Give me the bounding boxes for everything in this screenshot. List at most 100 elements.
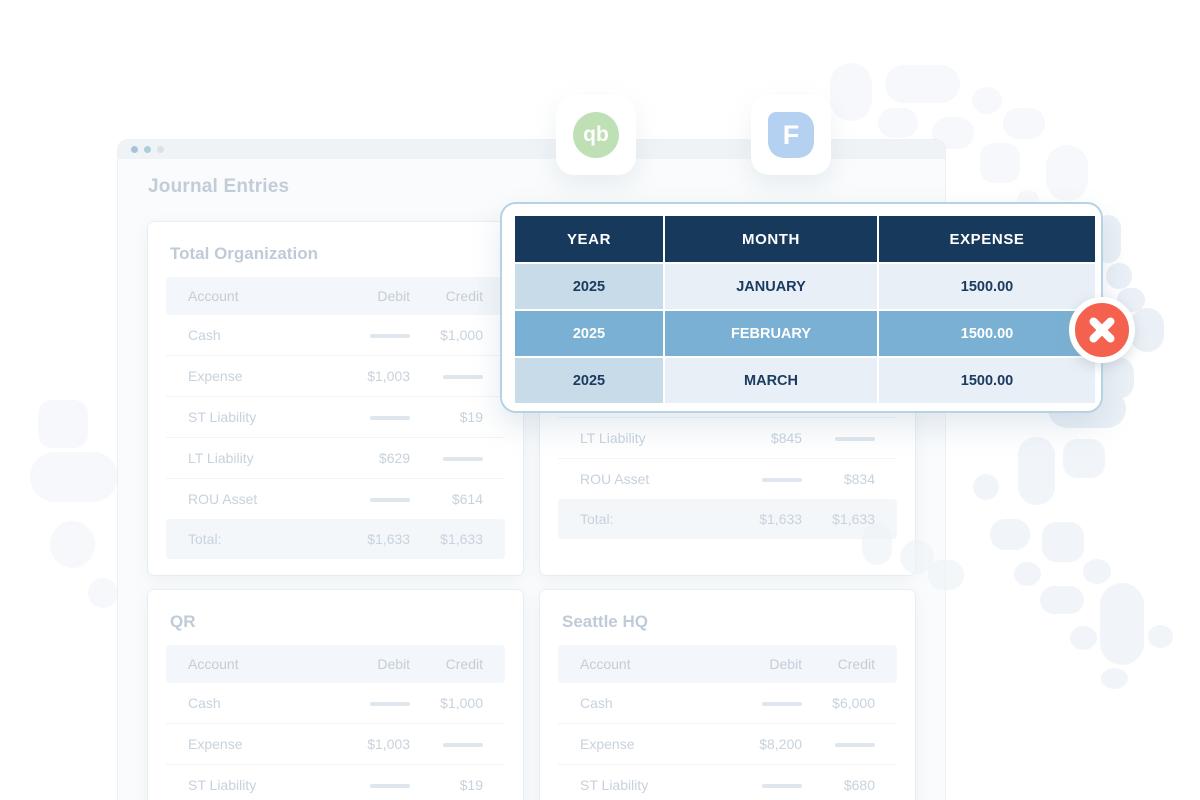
table-row: Expense $1,003 bbox=[166, 723, 505, 764]
decorative-blob bbox=[1018, 437, 1055, 505]
decorative-blob bbox=[1070, 626, 1097, 650]
credit-cell: $19 bbox=[459, 777, 483, 793]
account-cell: ST Liability bbox=[188, 777, 257, 793]
debit-cell bbox=[319, 409, 411, 425]
floqast-app-tile[interactable]: F bbox=[751, 95, 831, 175]
empty-value-dash bbox=[835, 437, 875, 442]
month-cell: FEBRUARY bbox=[665, 311, 877, 356]
debit-cell bbox=[711, 777, 803, 793]
decorative-blob bbox=[38, 400, 88, 448]
column-header-credit: Credit bbox=[445, 656, 483, 672]
account-cell: ST Liability bbox=[580, 777, 649, 793]
debit-cell bbox=[319, 327, 411, 343]
decorative-blob bbox=[1148, 625, 1173, 648]
empty-value-dash bbox=[370, 784, 411, 789]
journal-table: Account Debit Credit Cash $6,000 Expense… bbox=[558, 645, 897, 800]
window-control-dot[interactable] bbox=[157, 146, 164, 153]
total-credit: $1,633 bbox=[440, 531, 483, 547]
table-row: ROU Asset $614 bbox=[166, 478, 505, 519]
overlay-row: 2025 JANUARY 1500.00 bbox=[515, 264, 1095, 309]
column-header-credit: Credit bbox=[837, 656, 875, 672]
error-close-button[interactable] bbox=[1069, 297, 1135, 363]
floqast-icon: F bbox=[768, 112, 814, 158]
table-row: ST Liability $19 bbox=[166, 396, 505, 437]
column-header-account: Account bbox=[580, 656, 631, 672]
empty-value-dash bbox=[370, 334, 411, 339]
total-label: Total: bbox=[580, 511, 614, 527]
credit-cell: $1,000 bbox=[440, 327, 483, 343]
account-cell: ST Liability bbox=[188, 409, 257, 425]
card-title: QR bbox=[170, 612, 196, 631]
year-cell: 2025 bbox=[515, 358, 663, 403]
journal-table: Account Debit Credit Cash $1,000 Expense… bbox=[166, 277, 505, 559]
column-header-year: YEAR bbox=[515, 216, 663, 262]
decorative-blob bbox=[862, 523, 892, 565]
account-cell: Cash bbox=[188, 327, 221, 343]
journal-card-seattle-hq: Seattle HQ Account Debit Credit Cash $6,… bbox=[540, 590, 915, 800]
decorative-blob bbox=[88, 578, 118, 608]
credit-cell bbox=[410, 450, 505, 466]
debit-cell: $845 bbox=[770, 430, 803, 446]
column-header-month: MONTH bbox=[665, 216, 877, 262]
debit-cell bbox=[319, 491, 411, 507]
month-cell: JANUARY bbox=[665, 264, 877, 309]
journal-card-qr: QR Account Debit Credit Cash $1,000 Expe… bbox=[148, 590, 523, 800]
credit-cell bbox=[802, 736, 897, 752]
decorative-blob bbox=[1014, 562, 1041, 586]
quickbooks-icon: qb bbox=[573, 112, 619, 158]
account-cell: Cash bbox=[188, 695, 221, 711]
account-cell: LT Liability bbox=[580, 430, 646, 446]
overlay-header-row: YEAR MONTH EXPENSE bbox=[515, 216, 1095, 262]
decorative-blob bbox=[885, 65, 960, 103]
table-row: Cash $6,000 bbox=[558, 683, 897, 723]
table-header-row: Account Debit Credit bbox=[558, 645, 897, 683]
decorative-blob bbox=[1083, 559, 1111, 584]
column-header-account: Account bbox=[188, 656, 239, 672]
window-titlebar bbox=[118, 140, 945, 159]
floqast-logo-text: F bbox=[782, 119, 800, 150]
column-header-credit: Credit bbox=[445, 288, 483, 304]
table-row: LT Liability $629 bbox=[166, 437, 505, 478]
account-cell: Expense bbox=[580, 736, 635, 752]
column-header-debit: Debit bbox=[769, 656, 803, 672]
decorative-blob bbox=[878, 108, 918, 138]
debit-cell: $1,003 bbox=[367, 736, 411, 752]
window-control-dot[interactable] bbox=[144, 146, 151, 153]
credit-cell bbox=[410, 736, 505, 752]
debit-cell: $629 bbox=[378, 450, 411, 466]
account-cell: ROU Asset bbox=[580, 471, 650, 487]
empty-value-dash bbox=[370, 416, 411, 421]
credit-cell: $834 bbox=[843, 471, 875, 487]
expense-cell: 1500.00 bbox=[879, 358, 1095, 403]
credit-cell: $1,000 bbox=[440, 695, 483, 711]
empty-value-dash bbox=[835, 743, 875, 748]
decorative-blob bbox=[1063, 439, 1105, 478]
total-debit: $1,633 bbox=[367, 531, 411, 547]
account-cell: LT Liability bbox=[188, 450, 254, 466]
decorative-blob bbox=[1003, 108, 1045, 139]
decorative-blob bbox=[1042, 522, 1084, 562]
account-cell: Expense bbox=[188, 736, 243, 752]
decorative-blob bbox=[973, 474, 999, 500]
decorative-blob bbox=[1100, 583, 1144, 665]
table-row: ST Liability $19 bbox=[166, 764, 505, 800]
credit-cell: $680 bbox=[843, 777, 875, 793]
empty-value-dash bbox=[762, 702, 803, 707]
quickbooks-app-tile[interactable]: qb bbox=[556, 95, 636, 175]
page-title: Journal Entries bbox=[148, 176, 290, 197]
decorative-blob bbox=[990, 519, 1030, 550]
decorative-blob bbox=[830, 63, 872, 121]
decorative-blob bbox=[1046, 145, 1088, 201]
window-control-dot[interactable] bbox=[131, 146, 138, 153]
overlay-row: 2025 MARCH 1500.00 bbox=[515, 358, 1095, 403]
debit-cell bbox=[319, 695, 411, 711]
card-title: Total Organization bbox=[170, 244, 318, 263]
decorative-blob bbox=[1130, 308, 1164, 352]
credit-cell: $614 bbox=[451, 491, 483, 507]
table-row: ROU Asset $834 bbox=[558, 458, 897, 499]
quickbooks-logo-text: qb bbox=[583, 123, 609, 146]
decorative-blob bbox=[30, 452, 118, 502]
empty-value-dash bbox=[443, 457, 483, 462]
account-cell: ROU Asset bbox=[188, 491, 258, 507]
